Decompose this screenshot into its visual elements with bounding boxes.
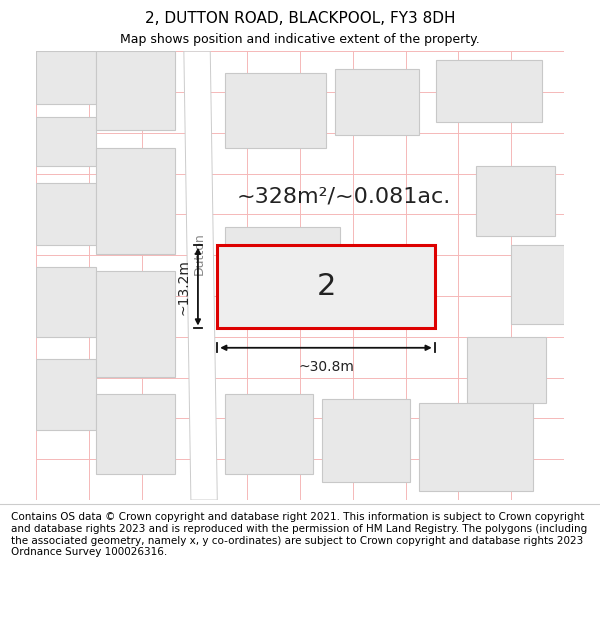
- Bar: [225, 228, 340, 315]
- Bar: [225, 73, 326, 148]
- Text: ~328m²/~0.081ac.: ~328m²/~0.081ac.: [236, 186, 451, 206]
- Text: ~30.8m: ~30.8m: [298, 360, 354, 374]
- Bar: [36, 51, 96, 104]
- Bar: [467, 338, 547, 403]
- Bar: [419, 403, 533, 491]
- Bar: [511, 245, 564, 324]
- Bar: [322, 399, 410, 482]
- Bar: [436, 60, 542, 122]
- Text: 2: 2: [316, 272, 335, 301]
- Bar: [96, 51, 175, 131]
- Polygon shape: [184, 51, 217, 500]
- Text: ~13.2m: ~13.2m: [177, 259, 191, 314]
- Bar: [217, 245, 434, 328]
- Bar: [36, 118, 96, 166]
- Bar: [36, 183, 96, 245]
- Bar: [225, 394, 313, 474]
- Text: 2, DUTTON ROAD, BLACKPOOL, FY3 8DH: 2, DUTTON ROAD, BLACKPOOL, FY3 8DH: [145, 11, 455, 26]
- Text: Map shows position and indicative extent of the property.: Map shows position and indicative extent…: [120, 32, 480, 46]
- Bar: [96, 394, 175, 474]
- Bar: [476, 166, 555, 236]
- Bar: [335, 69, 419, 135]
- Bar: [96, 271, 175, 377]
- Text: Dutton: Dutton: [193, 232, 205, 274]
- Bar: [36, 267, 96, 338]
- Bar: [96, 148, 175, 254]
- Bar: [36, 359, 96, 429]
- Text: Contains OS data © Crown copyright and database right 2021. This information is : Contains OS data © Crown copyright and d…: [11, 512, 587, 558]
